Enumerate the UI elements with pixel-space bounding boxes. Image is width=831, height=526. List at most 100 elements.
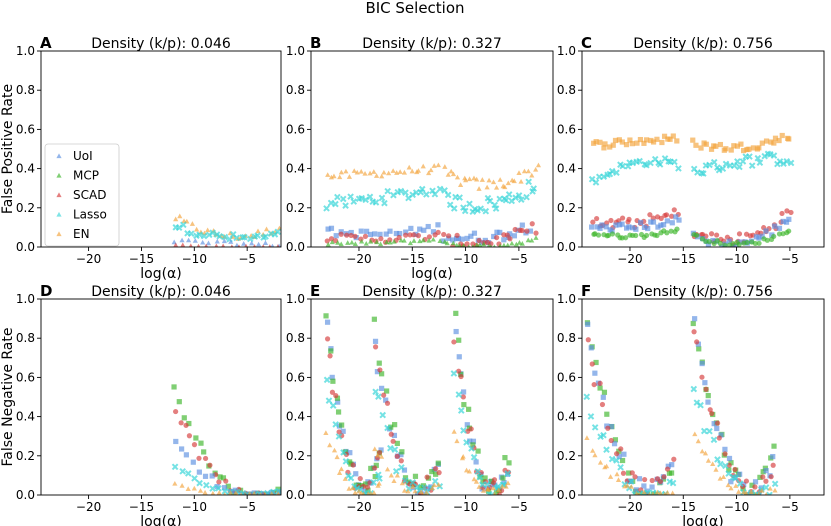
point-uoi	[669, 220, 675, 226]
point-lasso	[372, 199, 380, 206]
point-uoi	[183, 452, 189, 458]
point-mcp	[668, 470, 675, 476]
panel-d: −20 −15 −10 −5 0.0 0.2 0.4 0.6 0.8 1.0 D Density (k…	[0, 282, 282, 526]
point-en	[695, 438, 701, 444]
point-scad	[626, 216, 632, 222]
y-axis-label: False Positive Rate	[0, 84, 16, 214]
point-en	[713, 467, 719, 472]
point-en	[223, 492, 227, 495]
point-en	[189, 221, 195, 226]
point-mcp	[760, 469, 766, 475]
point-mcp	[363, 481, 369, 487]
y-tick-label: 1.0	[557, 292, 576, 306]
point-en	[390, 168, 396, 173]
panel-title: Density (k/p): 0.327	[362, 284, 502, 300]
point-scad	[632, 474, 638, 480]
point-lasso	[732, 474, 739, 482]
point-mcp	[453, 310, 459, 316]
point-en	[367, 170, 373, 176]
point-lasso	[517, 196, 525, 203]
point-scad	[415, 233, 422, 239]
point-scad	[589, 361, 595, 367]
point-lasso	[184, 470, 192, 477]
point-uoi	[783, 219, 790, 225]
panel-letter: C	[581, 34, 592, 52]
point-mcp	[493, 490, 500, 495]
point-uoi	[328, 225, 335, 231]
point-mcp	[771, 233, 777, 240]
point-en	[435, 162, 441, 168]
point-en	[336, 470, 343, 475]
point-en	[629, 141, 635, 147]
point-uoi	[391, 432, 398, 439]
point-lasso	[700, 427, 708, 435]
point-scad	[608, 437, 614, 444]
point-uoi	[626, 224, 632, 230]
point-mcp	[335, 409, 342, 415]
point-en	[177, 213, 183, 219]
point-en	[533, 166, 539, 172]
point-uoi	[497, 229, 503, 236]
point-uoi	[719, 244, 725, 247]
x-tick-label: −5	[781, 500, 799, 514]
point-en	[733, 483, 739, 488]
point-lasso	[329, 402, 337, 409]
y-tick-label: 0.4	[557, 410, 576, 424]
point-en	[334, 454, 340, 460]
point-en	[738, 141, 744, 147]
y-tick-label: 0.8	[16, 331, 35, 345]
point-mcp	[728, 460, 734, 466]
point-uoi	[440, 238, 446, 244]
point-mcp	[612, 437, 619, 443]
point-lasso	[456, 194, 463, 201]
point-en	[502, 184, 508, 190]
point-lasso	[209, 485, 216, 492]
point-en	[474, 176, 480, 182]
point-lasso	[736, 480, 744, 487]
panel-letter: E	[310, 282, 320, 300]
scatter-points	[323, 310, 512, 495]
point-uoi	[482, 237, 488, 244]
panel-title: Density (k/p): 0.756	[633, 284, 773, 300]
point-mcp	[365, 487, 371, 493]
x-tick-label: −10	[182, 500, 207, 514]
point-lasso	[366, 193, 374, 201]
point-lasso	[669, 479, 677, 487]
point-lasso	[180, 221, 187, 229]
point-mcp	[500, 475, 506, 481]
point-en	[343, 168, 349, 174]
point-en	[670, 133, 676, 139]
point-en	[479, 177, 485, 182]
x-axis-label: log(α)	[140, 266, 182, 282]
point-lasso	[200, 232, 208, 240]
point-en	[373, 173, 380, 178]
axes-frame	[581, 298, 825, 496]
point-mcp	[513, 241, 519, 247]
point-uoi	[249, 240, 255, 246]
point-lasso	[717, 460, 724, 468]
point-mcp	[376, 360, 382, 366]
legend-box	[44, 143, 120, 247]
point-scad	[661, 474, 667, 480]
panel-letter: B	[310, 34, 321, 52]
point-en	[397, 169, 403, 174]
point-mcp	[619, 457, 626, 464]
x-tick-label: −15	[400, 252, 425, 266]
y-tick-label: 0.6	[286, 122, 305, 136]
point-en	[361, 491, 366, 495]
point-en	[454, 438, 460, 444]
point-en	[743, 490, 749, 495]
point-scad	[396, 234, 402, 241]
point-mcp	[334, 395, 341, 401]
point-uoi	[456, 354, 462, 360]
legend-marker-scad	[56, 192, 62, 198]
point-lasso	[722, 462, 729, 470]
point-lasso	[397, 187, 405, 195]
point-en	[480, 488, 487, 493]
point-en	[202, 489, 208, 495]
point-mcp	[674, 226, 680, 232]
x-tick-label: −20	[76, 252, 101, 266]
x-tick-label: −15	[129, 252, 154, 266]
point-uoi	[468, 233, 474, 239]
point-uoi	[710, 237, 716, 244]
